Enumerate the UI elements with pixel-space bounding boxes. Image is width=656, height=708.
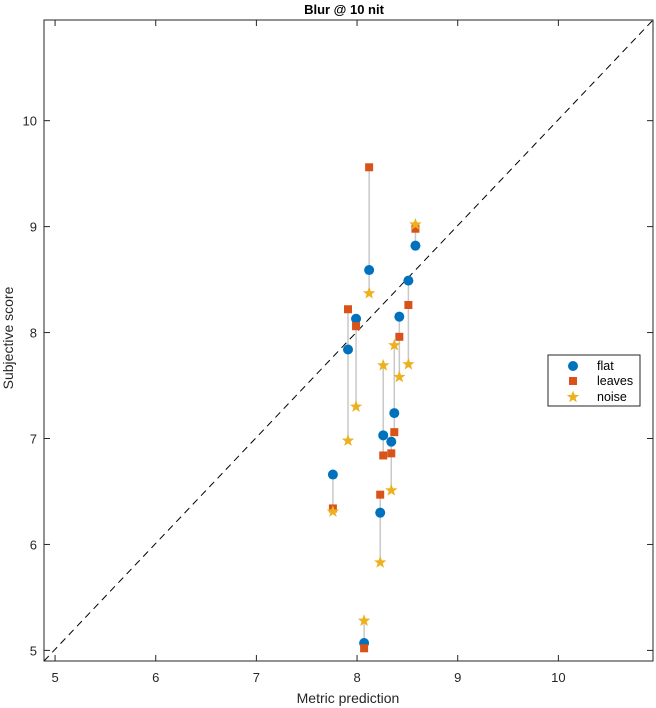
legend-marker-noise: [566, 390, 580, 403]
y-tick-label: 5: [30, 643, 37, 658]
legend-box: [547, 354, 641, 407]
y-tick-label: 8: [30, 326, 37, 341]
legend-marker-flat: [568, 361, 578, 371]
point-leaves: [352, 322, 361, 331]
point-flat: [389, 408, 400, 419]
point-noise: [349, 400, 363, 412]
identity-line: [43, 19, 654, 662]
point-flat: [342, 344, 353, 355]
x-tick-label: 5: [51, 670, 58, 685]
x-tick-label: 7: [253, 670, 260, 685]
y-tick-label: 10: [23, 114, 37, 129]
legend-label-noise: noise: [597, 390, 627, 404]
point-leaves: [379, 451, 388, 460]
point-leaves: [390, 428, 399, 437]
x-tick-label: 10: [551, 670, 565, 685]
point-noise: [374, 555, 387, 568]
legend-marker-leaves: [569, 377, 577, 385]
x-axis-label: Metric prediction: [297, 690, 400, 706]
point-leaves: [411, 224, 420, 233]
x-tick-label: 6: [152, 670, 159, 685]
point-noise: [385, 483, 398, 496]
point-noise: [409, 217, 422, 230]
point-leaves: [376, 490, 385, 499]
ticks: 5 6 7 8 9 10 5 6 7 8 9 10: [23, 20, 653, 685]
point-flat: [403, 275, 414, 286]
point-flat: [410, 240, 421, 251]
point-leaves: [395, 332, 404, 341]
legend-label-flat: flat: [597, 359, 614, 373]
point-noise: [341, 434, 355, 446]
point-flat: [351, 313, 362, 324]
legend-label-leaves: leaves: [597, 374, 633, 388]
point-flat: [375, 507, 386, 518]
point-flat: [364, 265, 375, 276]
point-flat: [327, 469, 338, 480]
y-tick-label: 7: [30, 432, 37, 447]
point-flat: [394, 311, 405, 322]
chart-title: Blur @ 10 nit: [304, 2, 385, 17]
point-noise: [393, 370, 406, 383]
point-noise: [326, 505, 340, 517]
y-tick-label: 6: [30, 537, 37, 552]
x-tick-label: 9: [454, 670, 461, 685]
point-leaves: [360, 644, 369, 653]
point-noise: [357, 614, 371, 626]
y-axis-label: Subjective score: [0, 286, 16, 389]
point-noise: [377, 358, 390, 371]
x-tick-label: 8: [353, 670, 360, 685]
point-flat: [378, 430, 389, 441]
point-leaves: [343, 305, 352, 314]
y-tick-label: 9: [30, 220, 37, 235]
data-points: [326, 163, 422, 653]
point-leaves: [404, 301, 413, 310]
point-noise: [362, 286, 376, 299]
legend: flat leaves noise: [547, 354, 641, 407]
point-leaves: [387, 449, 396, 458]
point-leaves: [365, 163, 374, 172]
point-noise: [402, 357, 415, 370]
axes-box: [43, 19, 654, 662]
point-flat: [386, 436, 397, 447]
point-noise: [388, 338, 401, 351]
